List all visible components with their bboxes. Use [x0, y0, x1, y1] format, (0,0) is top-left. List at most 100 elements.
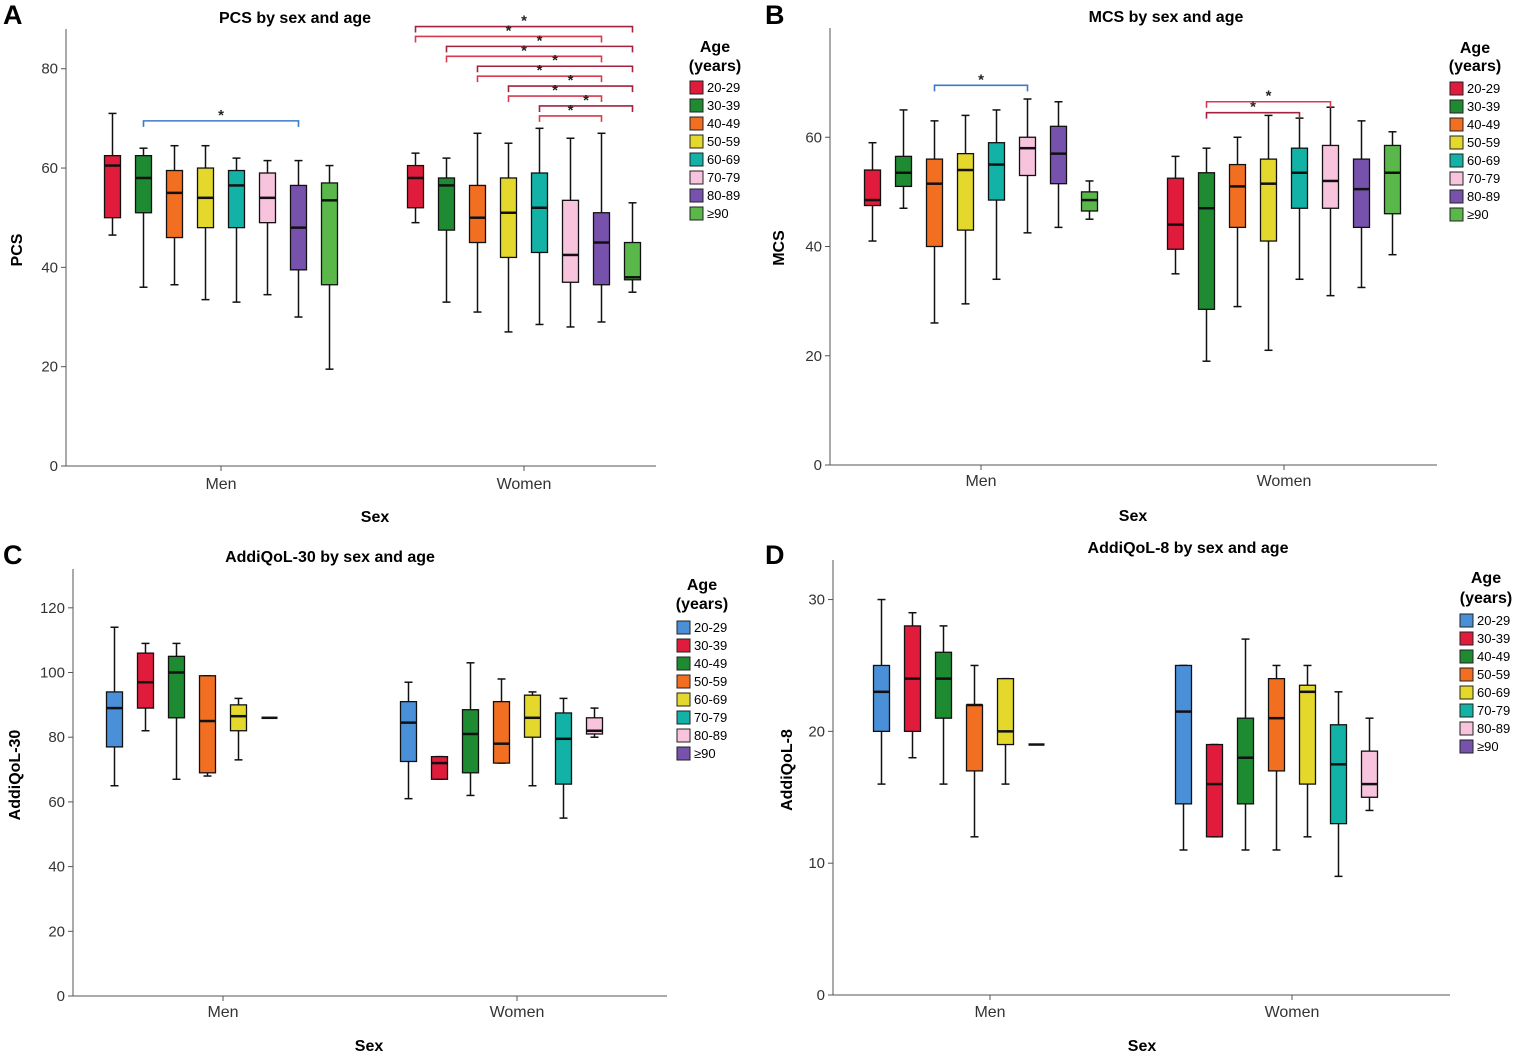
panel-c: C AddiQoL-30 by sex and age 0 20 40 60 80 100 12…: [3, 540, 728, 1055]
box-≥90-women: [1383, 131, 1402, 256]
legend-label: 60-69: [694, 692, 727, 707]
bracket-line: [538, 115, 603, 122]
box-60-69-women: [523, 691, 542, 787]
box-50-59-women: [492, 678, 511, 764]
bracket-line: [1205, 111, 1301, 119]
box-body: [623, 241, 642, 281]
significance-bracket: *: [1205, 99, 1301, 119]
panel-letter: A: [3, 0, 23, 30]
bracket-line: [445, 45, 634, 53]
legend-label: 50-59: [707, 134, 740, 149]
significance-bracket: *: [507, 82, 603, 103]
box-20-29-women: [1166, 155, 1185, 275]
box-30-39-men: [894, 109, 913, 210]
box-body: [468, 184, 487, 244]
significance-star: *: [506, 22, 512, 39]
significance-star: *: [552, 82, 558, 99]
legend-label: 60-69: [707, 152, 740, 167]
panel-d: D AddiQoL-8 by sex and age 0 10 20 30 Men Women…: [765, 540, 1512, 1055]
legend-swatch: [676, 620, 691, 635]
legend-title: (years): [1449, 58, 1501, 75]
box-body: [523, 694, 542, 738]
legend-swatch: [1459, 739, 1474, 754]
box-≥90-men: [1080, 180, 1099, 220]
box-body: [1166, 177, 1185, 250]
significance-bracket: *: [933, 71, 1029, 92]
box-50-59-women: [1259, 114, 1278, 352]
box-body: [1018, 136, 1037, 177]
box-60-69-men: [987, 109, 1006, 281]
legend-title: Age: [1471, 570, 1501, 587]
bracket-line: [1205, 100, 1332, 108]
y-tick-label: 0: [50, 458, 58, 475]
significance-star: *: [583, 92, 589, 109]
significance-bracket: *: [414, 22, 603, 43]
legend-title: Age: [1460, 40, 1490, 57]
box-70-79-men: [258, 159, 277, 296]
legend-swatch: [676, 710, 691, 725]
legend-swatch: [1449, 81, 1464, 96]
x-category-label: Women: [497, 476, 552, 493]
y-tick-label: 80: [48, 729, 65, 746]
legend-label: 30-39: [694, 638, 727, 653]
legend: Age (years) 20-29 30-39 40-49 50-59 60-69 70-79…: [689, 39, 741, 221]
box-body: [996, 677, 1015, 746]
box-20-29-women: [406, 152, 425, 224]
y-axis-title: AddiQoL-8: [779, 729, 796, 811]
box-body: [925, 158, 944, 248]
box-body: [1259, 158, 1278, 242]
box-80-89-women: [1352, 120, 1371, 289]
box-body: [165, 169, 184, 239]
box-60-69-men: [227, 157, 246, 303]
legend-swatch: [1449, 117, 1464, 132]
y-tick-label: 0: [814, 457, 822, 474]
significance-bracket: *: [414, 13, 634, 33]
box-body: [461, 709, 480, 774]
significance-bracket: *: [538, 102, 603, 122]
box-body: [1205, 743, 1224, 838]
y-axis-title: PCS: [9, 233, 26, 266]
legend-label: 50-59: [1467, 135, 1500, 150]
x-category-label: Women: [490, 1004, 545, 1021]
significance-bracket: *: [507, 72, 634, 93]
box-70-79-women: [1321, 106, 1340, 297]
box-20-29-men: [863, 141, 882, 242]
box-70-79-women: [1329, 691, 1348, 878]
box-30-39-women: [437, 157, 456, 303]
x-category-label: Women: [1265, 1004, 1320, 1021]
box-40-49-men: [934, 625, 953, 785]
legend-swatch: [676, 746, 691, 761]
y-axis-title: AddiQoL-30: [7, 730, 24, 821]
significance-bracket: *: [476, 52, 634, 73]
box-20-29-women: [399, 681, 418, 800]
legend-swatch: [1449, 171, 1464, 186]
box-body: [956, 152, 975, 231]
significance-bracket: *: [538, 92, 634, 112]
box-body: [103, 154, 122, 219]
box-body: [1352, 158, 1371, 229]
x-category-label: Men: [205, 476, 236, 493]
legend-swatch: [1459, 667, 1474, 682]
legend-label: 20-29: [1467, 81, 1500, 96]
box-body: [1080, 191, 1099, 212]
box-body: [134, 154, 153, 214]
box-body: [1267, 677, 1286, 772]
significance-bracket: *: [142, 107, 300, 127]
box-body: [136, 652, 155, 709]
significance-bracket: *: [476, 62, 603, 83]
box-body: [1236, 717, 1255, 805]
box-80-89-women: [1360, 717, 1379, 812]
legend-swatch: [689, 188, 704, 203]
box-20-29-women: [1174, 664, 1193, 851]
bracket-line: [507, 85, 634, 93]
y-tick-label: 80: [41, 61, 58, 78]
box-body: [1174, 664, 1193, 805]
chart-title: AddiQoL-8 by sex and age: [1088, 540, 1289, 557]
legend-title: (years): [689, 58, 741, 75]
x-category-label: Women: [1257, 473, 1312, 490]
y-tick-label: 30: [808, 592, 825, 609]
legend-swatch: [1449, 135, 1464, 150]
chart-title: PCS by sex and age: [219, 10, 371, 27]
box-70-79-women: [554, 697, 573, 819]
y-tick-label: 10: [808, 855, 825, 872]
